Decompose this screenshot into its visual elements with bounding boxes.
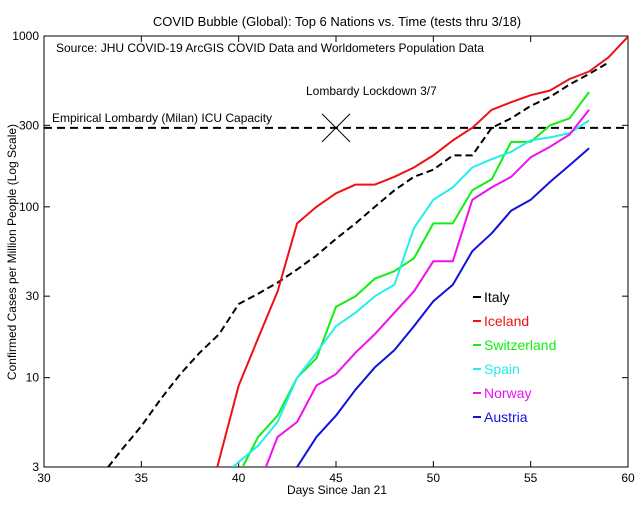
annotation-group: Lombardy Lockdown 3/7 xyxy=(306,84,437,143)
x-tick-label-1: 35 xyxy=(135,471,149,485)
x-axis-label: Days Since Jan 21 xyxy=(287,483,387,497)
x-tick-label-2: 40 xyxy=(232,471,246,485)
plot-area xyxy=(43,35,629,468)
legend-label-norway: Norway xyxy=(484,385,531,401)
legend-label-italy: Italy xyxy=(484,289,510,305)
legend-label-spain: Spain xyxy=(484,361,520,377)
source-text: Source: JHU COVID-19 ArcGIS COVID Data a… xyxy=(56,41,484,55)
y-tick-label-3: 100 xyxy=(19,200,39,214)
series-line-austria xyxy=(296,147,590,467)
legend-label-austria: Austria xyxy=(484,409,528,425)
axis-ticks: 30 35 40 45 50 55 60 3 10 30 100 300 1000 xyxy=(12,29,635,485)
y-axis-label: Confirmed Cases per Million People (Log … xyxy=(5,124,19,380)
legend: Italy Iceland Switzerland Spain Norway Austri… xyxy=(473,289,556,425)
series-line-italy xyxy=(107,61,610,467)
legend-label-switzerland: Switzerland xyxy=(484,337,556,353)
y-tick-label-4: 300 xyxy=(19,118,39,132)
legend-label-iceland: Iceland xyxy=(484,313,529,329)
chart-title: COVID Bubble (Global): Top 6 Nations vs.… xyxy=(153,14,521,29)
y-tick-label-1: 10 xyxy=(26,371,40,385)
icu-capacity-label: Empirical Lombardy (Milan) ICU Capacity xyxy=(52,111,272,125)
series-line-norway xyxy=(264,109,590,467)
x-tick-label-0: 30 xyxy=(37,471,51,485)
y-tick-label-2: 30 xyxy=(26,289,40,303)
x-tick-label-5: 55 xyxy=(524,471,538,485)
series-lines xyxy=(107,36,628,467)
x-tick-label-4: 50 xyxy=(427,471,441,485)
y-tick-label-5: 1000 xyxy=(12,29,39,43)
lockdown-marker-b xyxy=(321,113,351,143)
y-tick-label-0: 3 xyxy=(32,460,39,474)
series-line-spain xyxy=(232,119,590,467)
series-line-iceland xyxy=(216,36,628,467)
lockdown-label: Lombardy Lockdown 3/7 xyxy=(306,84,437,98)
x-tick-label-6: 60 xyxy=(621,471,635,485)
x-tick-label-3: 45 xyxy=(329,471,343,485)
